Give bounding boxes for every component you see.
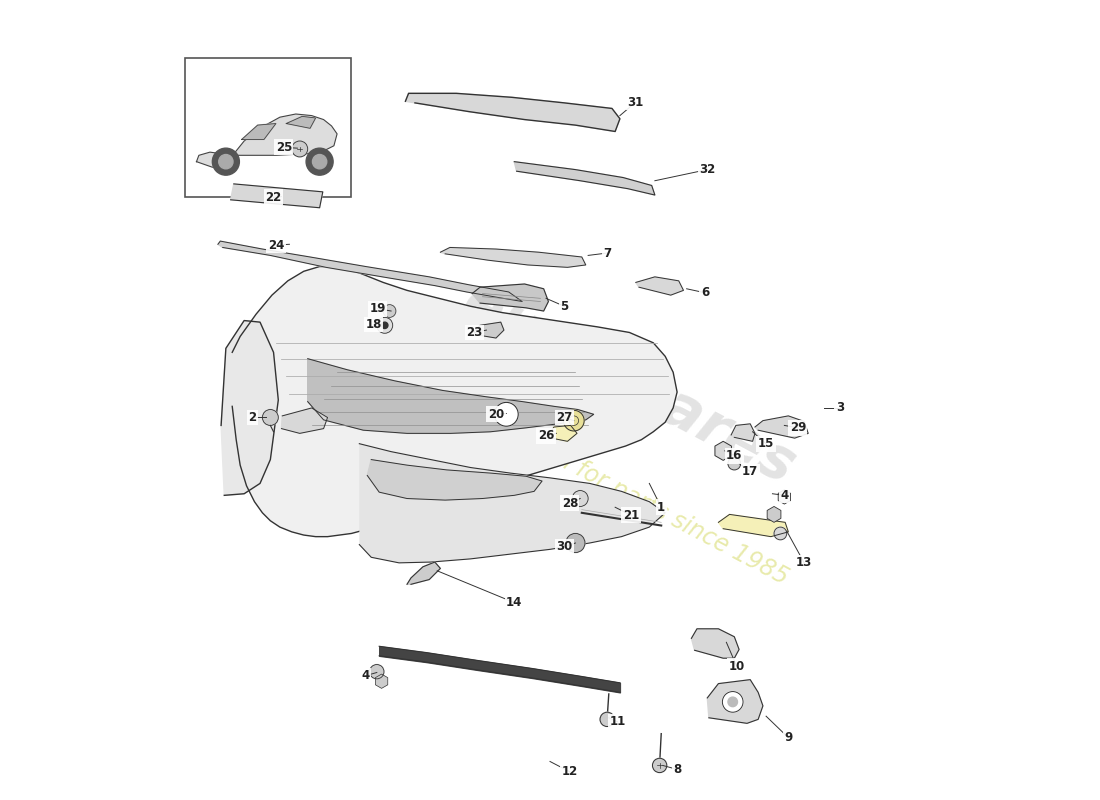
Text: 29: 29 (790, 422, 806, 434)
Text: 21: 21 (623, 509, 639, 522)
Text: 23: 23 (466, 326, 483, 339)
Polygon shape (515, 162, 654, 195)
Text: 7: 7 (603, 246, 612, 259)
Circle shape (572, 490, 588, 506)
Polygon shape (308, 358, 594, 434)
Circle shape (652, 758, 667, 773)
Text: 8: 8 (673, 763, 681, 776)
Polygon shape (732, 424, 755, 442)
Text: 4: 4 (780, 489, 789, 502)
Polygon shape (692, 629, 739, 658)
Circle shape (219, 154, 233, 169)
Polygon shape (197, 114, 337, 167)
Polygon shape (218, 241, 522, 302)
Circle shape (292, 141, 308, 157)
FancyBboxPatch shape (185, 58, 351, 198)
Polygon shape (707, 680, 763, 723)
Text: eurospares: eurospares (453, 272, 805, 496)
Text: 10: 10 (728, 660, 745, 673)
Text: 20: 20 (488, 408, 504, 421)
Circle shape (774, 527, 786, 540)
Polygon shape (242, 123, 276, 139)
Text: 18: 18 (365, 318, 382, 331)
Text: 15: 15 (758, 437, 774, 450)
Polygon shape (231, 184, 322, 208)
Text: 11: 11 (609, 715, 626, 728)
Text: 24: 24 (267, 238, 284, 251)
Circle shape (728, 457, 740, 470)
Text: 32: 32 (700, 163, 715, 176)
Text: 5: 5 (560, 300, 569, 313)
Polygon shape (286, 116, 316, 128)
Text: a passion for parts since 1985: a passion for parts since 1985 (466, 401, 793, 590)
Polygon shape (221, 321, 278, 495)
Polygon shape (360, 444, 666, 563)
Circle shape (563, 410, 584, 431)
Text: 19: 19 (370, 302, 386, 315)
Text: 9: 9 (784, 731, 792, 744)
Polygon shape (407, 562, 440, 584)
Text: 16: 16 (726, 449, 742, 462)
Text: 25: 25 (276, 141, 292, 154)
Polygon shape (718, 514, 789, 537)
Text: 6: 6 (701, 286, 710, 299)
Circle shape (212, 148, 240, 175)
Text: 14: 14 (506, 596, 522, 609)
Text: 31: 31 (628, 95, 643, 109)
Text: 3: 3 (836, 402, 844, 414)
Circle shape (382, 322, 388, 329)
Circle shape (312, 154, 327, 169)
Circle shape (601, 712, 614, 726)
Circle shape (370, 665, 384, 679)
Circle shape (565, 534, 585, 553)
Text: 27: 27 (557, 411, 572, 424)
Text: 17: 17 (742, 465, 758, 478)
Polygon shape (472, 284, 549, 311)
Circle shape (263, 410, 278, 426)
Polygon shape (367, 459, 542, 500)
Circle shape (728, 697, 737, 706)
Text: 12: 12 (562, 766, 578, 778)
Polygon shape (549, 426, 578, 442)
Text: 4: 4 (362, 669, 370, 682)
Polygon shape (406, 94, 620, 131)
Polygon shape (232, 266, 678, 537)
Polygon shape (755, 416, 808, 438)
Circle shape (723, 691, 744, 712)
Text: 30: 30 (557, 541, 572, 554)
Text: 22: 22 (265, 191, 282, 204)
Text: 26: 26 (538, 430, 554, 442)
Text: 1: 1 (657, 501, 665, 514)
Text: 28: 28 (562, 497, 578, 510)
Circle shape (494, 402, 518, 426)
Polygon shape (474, 322, 504, 338)
Polygon shape (282, 408, 328, 434)
Polygon shape (440, 247, 586, 267)
Polygon shape (636, 277, 683, 295)
Circle shape (383, 305, 396, 318)
Text: 2: 2 (248, 411, 256, 424)
Text: 13: 13 (796, 556, 812, 570)
Circle shape (306, 148, 333, 175)
Circle shape (377, 318, 393, 334)
